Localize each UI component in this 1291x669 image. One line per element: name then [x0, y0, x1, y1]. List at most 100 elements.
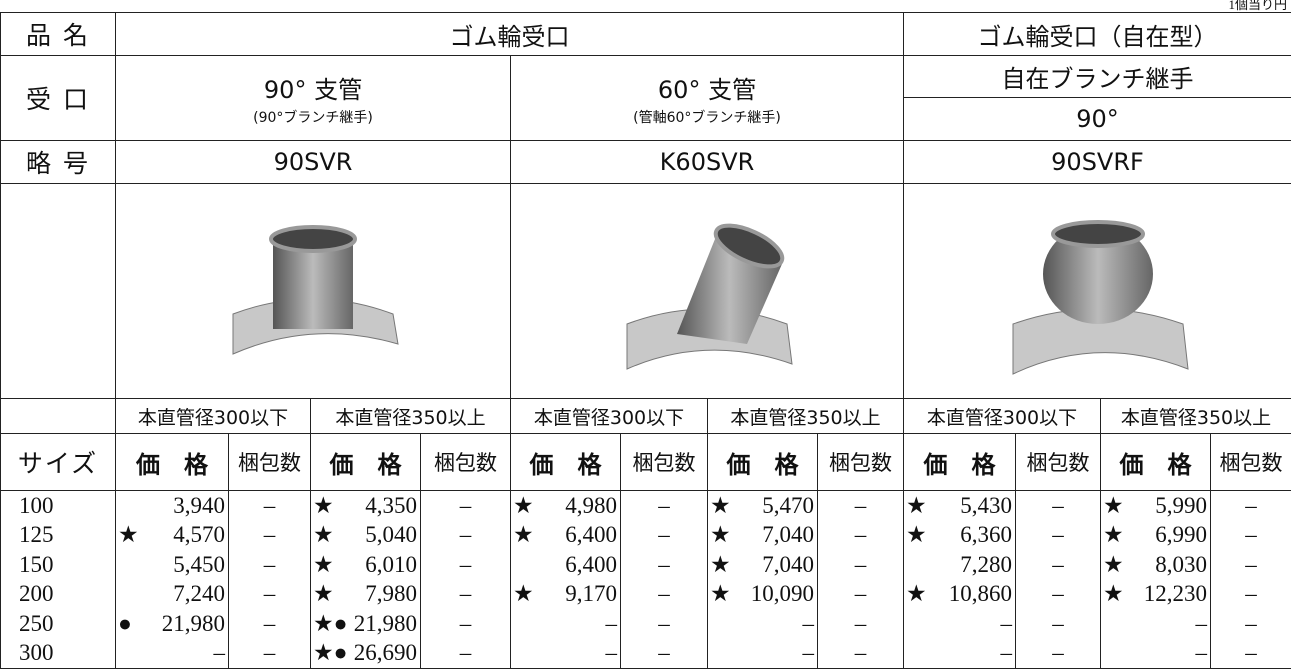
- cell: –: [1211, 491, 1291, 521]
- price-cell: ★10,860: [904, 582, 1015, 606]
- size: 100: [1, 491, 116, 521]
- price: 9,170: [565, 582, 617, 606]
- data-row: 125★4,570–★5,040–★6,400–★7,040–★6,360–★6…: [1, 521, 1291, 551]
- cell: –: [904, 609, 1016, 639]
- price-mark: ★: [313, 553, 334, 577]
- price-cell: ★●21,980: [311, 612, 420, 636]
- row-label: サイズ: [1, 434, 116, 491]
- receiver-note: (90°ブランチ継手): [116, 107, 510, 127]
- cell: –: [421, 550, 511, 580]
- cell: –: [1211, 609, 1291, 639]
- cell: ★5,430: [904, 491, 1016, 521]
- price: 7,040: [762, 523, 814, 547]
- cell: ★4,570: [116, 521, 229, 551]
- pack-count: –: [855, 640, 867, 665]
- cell: –: [621, 580, 708, 610]
- price-mark: ★: [1103, 582, 1124, 606]
- price-cell: –: [904, 612, 1015, 636]
- price-cell: ★5,040: [311, 523, 420, 547]
- price-table: 品 名 ゴム輪受口 ゴム輪受口（自在型） 受 口 90° 支管(90°ブランチ継…: [0, 12, 1291, 669]
- price: 7,240: [173, 582, 225, 606]
- pack-count: –: [264, 581, 276, 606]
- empty-cell: [1, 399, 116, 434]
- price-cell: –: [904, 641, 1015, 665]
- price-cell: ★4,980: [511, 494, 620, 518]
- price-mark: ★: [313, 494, 334, 518]
- cell: –: [229, 580, 311, 610]
- pack-count: –: [264, 552, 276, 577]
- price: 6,400: [565, 523, 617, 547]
- column-header: 価 格: [708, 434, 818, 491]
- price: –: [1001, 641, 1013, 665]
- price: 5,450: [173, 553, 225, 577]
- column-header: 梱包数: [1211, 434, 1291, 491]
- cell: –: [1016, 609, 1101, 639]
- cell: ★5,990: [1101, 491, 1211, 521]
- cell: ★10,860: [904, 580, 1016, 610]
- cell: ★5,470: [708, 491, 818, 521]
- cell: ★7,040: [708, 521, 818, 551]
- image-cell: [116, 184, 511, 399]
- pack-count: –: [1245, 522, 1257, 547]
- cell: ★●26,690: [311, 639, 421, 669]
- receiver: 自在ブランチ継手: [904, 56, 1291, 98]
- price-cell: –: [708, 641, 817, 665]
- product-code: K60SVR: [511, 141, 904, 184]
- cell: –: [708, 609, 818, 639]
- pack-count: –: [264, 640, 276, 665]
- price: 6,990: [1155, 523, 1207, 547]
- price-cell: 7,280: [904, 553, 1015, 577]
- price-cell: ★●26,690: [311, 641, 420, 665]
- pack-count: –: [1245, 611, 1257, 636]
- pack-count: –: [1052, 640, 1064, 665]
- pack-count: –: [658, 522, 670, 547]
- pack-count: –: [460, 522, 472, 547]
- price-mark: ★: [513, 582, 534, 606]
- price-cell: –: [1101, 612, 1210, 636]
- price: 12,230: [1144, 582, 1207, 606]
- cell: –: [229, 609, 311, 639]
- price-cell: ★6,360: [904, 523, 1015, 547]
- product-code: 90SVRF: [904, 141, 1291, 184]
- pack-count: –: [1245, 552, 1257, 577]
- price: 3,940: [173, 494, 225, 518]
- price: –: [1001, 612, 1013, 636]
- cell: –: [511, 639, 621, 669]
- price: –: [1196, 641, 1208, 665]
- cell: –: [1016, 491, 1101, 521]
- cell: ★8,030: [1101, 550, 1211, 580]
- group-title: ゴム輪受口（自在型）: [904, 13, 1291, 56]
- cell: –: [621, 609, 708, 639]
- cell: –: [621, 639, 708, 669]
- price-cell: ●21,980: [116, 612, 228, 636]
- price-cell: ★7,040: [708, 523, 817, 547]
- receiver: 60° 支管: [511, 70, 903, 105]
- price: 4,570: [173, 523, 225, 547]
- price-cell: ★6,990: [1101, 523, 1210, 547]
- receiver-cell: 90° 支管(90°ブランチ継手): [116, 56, 511, 141]
- price-mark: ★: [906, 582, 927, 606]
- cell: ★5,040: [311, 521, 421, 551]
- product-image: [998, 194, 1198, 384]
- product-image: [213, 194, 413, 384]
- cell: ★6,990: [1101, 521, 1211, 551]
- price: –: [606, 641, 618, 665]
- pack-count: –: [1052, 493, 1064, 518]
- cell: –: [421, 639, 511, 669]
- price-cell: ★5,470: [708, 494, 817, 518]
- pack-count: –: [855, 611, 867, 636]
- pack-count: –: [460, 552, 472, 577]
- price-cell: 6,400: [511, 553, 620, 577]
- price: –: [803, 612, 815, 636]
- cell: –: [421, 609, 511, 639]
- cell: ★6,360: [904, 521, 1016, 551]
- price-mark: ★: [906, 523, 927, 547]
- pack-count: –: [460, 611, 472, 636]
- pack-count: –: [1052, 581, 1064, 606]
- cell: –: [229, 521, 311, 551]
- cell: –: [1016, 639, 1101, 669]
- cell: ★ 9,170: [511, 580, 621, 610]
- price-cell: ★7,040: [708, 553, 817, 577]
